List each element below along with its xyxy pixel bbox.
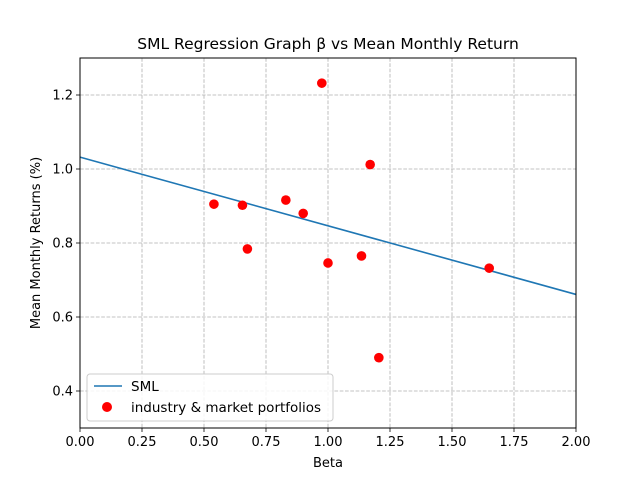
legend-label-portfolios: industry & market portfolios bbox=[131, 400, 321, 416]
legend: SML industry & market portfolios bbox=[86, 373, 334, 422]
x-tick-label: 1.00 bbox=[314, 435, 343, 450]
y-tick-label: 0.4 bbox=[52, 385, 73, 400]
portfolio-point bbox=[374, 352, 384, 363]
x-tick-label: 0.00 bbox=[66, 435, 95, 450]
x-tick-label: 1.50 bbox=[438, 435, 467, 450]
x-tick-label: 0.50 bbox=[190, 435, 219, 450]
series-layer bbox=[79, 78, 577, 363]
x-tick-label: 2.00 bbox=[562, 435, 591, 450]
portfolio-point bbox=[484, 263, 495, 273]
x-axis-title: Beta bbox=[313, 456, 343, 471]
legend-box bbox=[86, 373, 334, 422]
x-tick-label: 0.75 bbox=[252, 435, 281, 450]
x-tick-label: 1.25 bbox=[376, 435, 405, 450]
chart-title: SML Regression Graph β vs Mean Monthly R… bbox=[137, 35, 519, 53]
portfolio-point bbox=[209, 199, 219, 209]
y-tick-label: 1.0 bbox=[52, 163, 73, 178]
legend-label-sml: SML bbox=[131, 379, 159, 395]
x-tick-label: 1.75 bbox=[500, 435, 529, 450]
y-tick-label: 1.2 bbox=[52, 89, 73, 104]
tick-layer: 0.00 0.25 0.50 0.75 1.00 1.25 1.50 1.75 2.00 0.4 0… bbox=[52, 89, 590, 451]
portfolio-point bbox=[298, 208, 309, 219]
y-tick-label: 0.8 bbox=[52, 237, 73, 252]
portfolio-point bbox=[237, 200, 248, 211]
portfolio-point bbox=[365, 159, 375, 170]
portfolio-point bbox=[242, 244, 253, 254]
legend-marker-swatch bbox=[102, 402, 112, 412]
x-tick-label: 0.25 bbox=[128, 435, 157, 450]
portfolio-point bbox=[317, 78, 327, 88]
portfolio-point bbox=[323, 258, 333, 268]
y-tick-label: 0.6 bbox=[52, 311, 73, 326]
portfolio-point bbox=[356, 251, 367, 261]
portfolio-point bbox=[281, 195, 291, 205]
y-axis-title: Mean Monthly Returns (%) bbox=[29, 157, 44, 329]
sml-regression-line bbox=[79, 156, 577, 296]
